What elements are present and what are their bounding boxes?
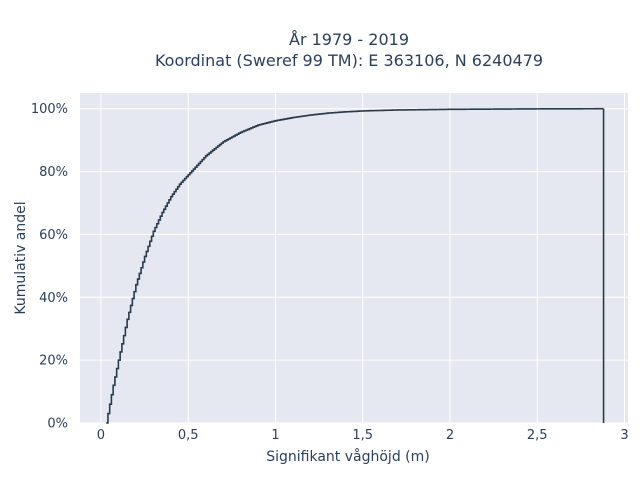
x-axis-title: Signifikant våghöjd (m)	[266, 448, 429, 465]
x-tick-label: 3	[620, 428, 628, 443]
x-tick-label: 1	[271, 428, 279, 443]
x-tick-label: 0,5	[178, 428, 199, 443]
y-axis-title: Kumulativ andel	[13, 201, 29, 314]
chart-title-line1: År 1979 - 2019	[289, 30, 409, 49]
x-tick-label: 0	[97, 428, 105, 443]
series-layer	[106, 107, 605, 424]
x-tick-label: 1,5	[352, 428, 373, 443]
x-tick-label: 2,5	[527, 428, 548, 443]
x-tick-labels: 0 0,5 1 1,5 2 2,5 3	[97, 428, 629, 443]
ecdf-line	[106, 107, 605, 424]
x-gridlines	[100, 93, 626, 423]
chart-title-line2: Koordinat (Sweref 99 TM): E 363106, N 62…	[155, 51, 543, 70]
y-tick-labels: 0% 20% 40% 60% 80% 100%	[31, 102, 68, 431]
y-tick-label: 0%	[47, 417, 68, 432]
y-tick-label: 100%	[31, 102, 68, 117]
y-tick-label: 40%	[39, 291, 68, 306]
y-tick-label: 20%	[39, 354, 68, 369]
plot-area	[80, 93, 628, 423]
y-tick-label: 80%	[39, 165, 68, 180]
x-tick-label: 2	[446, 428, 454, 443]
y-tick-label: 60%	[39, 228, 68, 243]
